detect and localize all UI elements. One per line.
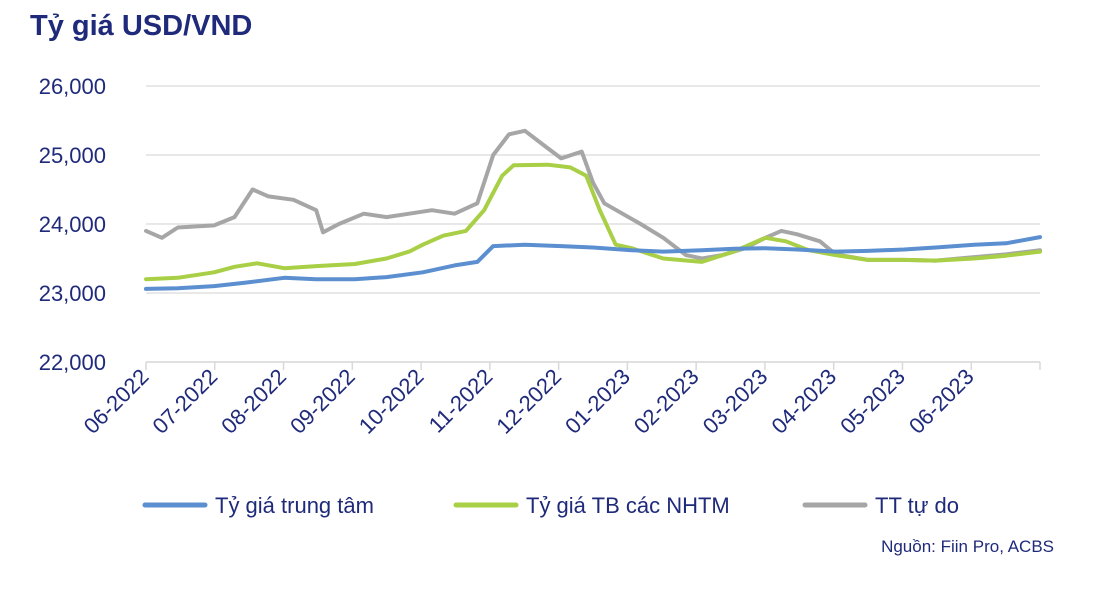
- y-tick-label: 23,000: [39, 281, 106, 306]
- x-tick-label: 06-2022: [79, 364, 154, 439]
- y-tick-label: 24,000: [39, 212, 106, 237]
- series-line-1: [144, 235, 1042, 291]
- legend-label: Tỷ giá TB các NHTM: [526, 493, 730, 518]
- x-tick-label: 08-2022: [216, 364, 291, 439]
- legend: Tỷ giá trung tâm Tỷ giá TB các NHTM TT tự …: [142, 493, 959, 518]
- x-tick-label: 09-2022: [285, 364, 360, 439]
- y-tick-label: 26,000: [39, 74, 106, 99]
- legend-label: TT tự do: [875, 493, 959, 518]
- gridlines: [146, 85, 1040, 363]
- x-tick-label: 05-2023: [835, 364, 910, 439]
- x-tick-label: 12-2022: [491, 364, 566, 439]
- series-line-3: [144, 128, 1042, 263]
- x-tick-label: 07-2022: [148, 364, 223, 439]
- y-tick-label: 22,000: [39, 350, 106, 375]
- x-tick-label: 02-2023: [629, 364, 704, 439]
- x-tick-label: 06-2023: [904, 364, 979, 439]
- x-tick-label: 03-2023: [698, 364, 773, 439]
- legend-label: Tỷ giá trung tâm: [215, 493, 374, 518]
- series-line-2: [144, 162, 1042, 282]
- y-tick-label: 25,000: [39, 143, 106, 168]
- x-tick-label: 04-2023: [766, 364, 841, 439]
- x-tick-label: 01-2023: [560, 364, 635, 439]
- y-axis-ticks: 22,000 23,000 24,000 25,000 26,000: [39, 74, 106, 375]
- x-tick-label: 11-2022: [424, 364, 498, 438]
- source-note: Nguồn: Fiin Pro, ACBS: [881, 537, 1054, 556]
- x-axis: 06-202207-202208-202209-202210-202211-20…: [79, 361, 1041, 439]
- chart-title: Tỷ giá USD/VND: [30, 10, 253, 42]
- x-tick-label: 10-2022: [354, 364, 429, 439]
- series-lines: [144, 128, 1042, 291]
